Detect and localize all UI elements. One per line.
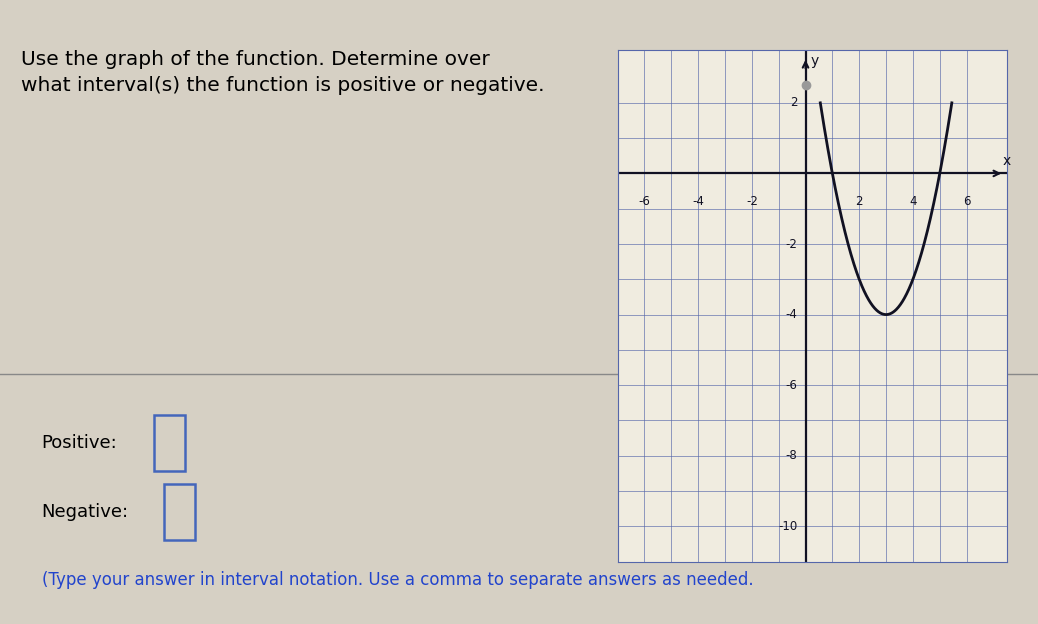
Text: 2: 2 <box>855 195 863 208</box>
Text: -4: -4 <box>786 308 797 321</box>
Text: 2: 2 <box>790 96 797 109</box>
Text: 6: 6 <box>963 195 971 208</box>
Bar <box>164 484 195 540</box>
Text: Use the graph of the function. Determine over
what interval(s) the function is p: Use the graph of the function. Determine… <box>21 50 544 95</box>
Text: Negative:: Negative: <box>42 503 129 520</box>
Text: Positive:: Positive: <box>42 434 117 452</box>
Text: (Type your answer in interval notation. Use a comma to separate answers as neede: (Type your answer in interval notation. … <box>42 572 754 589</box>
Bar <box>154 415 185 471</box>
Text: -10: -10 <box>778 520 797 533</box>
Text: -2: -2 <box>786 238 797 250</box>
Text: 4: 4 <box>909 195 917 208</box>
Text: y: y <box>811 54 819 67</box>
Text: x: x <box>1003 154 1011 168</box>
Text: -8: -8 <box>786 449 797 462</box>
Text: -6: -6 <box>638 195 651 208</box>
Text: -2: -2 <box>746 195 758 208</box>
Text: -4: -4 <box>692 195 704 208</box>
Text: -6: -6 <box>786 379 797 392</box>
